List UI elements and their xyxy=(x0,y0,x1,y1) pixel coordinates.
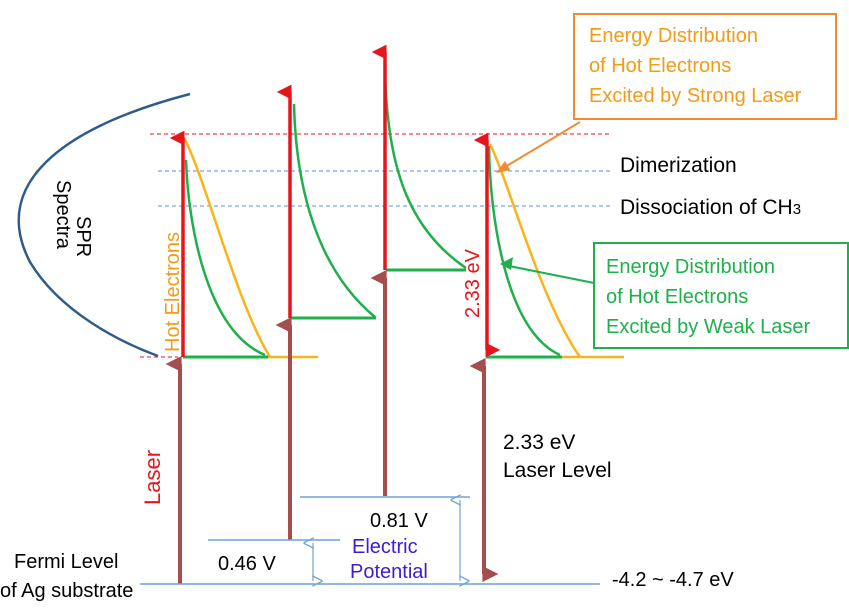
spectra-label: Spectra xyxy=(52,180,74,250)
weak-callout-line-3: Excited by Weak Laser xyxy=(606,316,811,338)
potential-081-label: 0.81 V xyxy=(370,510,428,532)
work-function-label: -4.2 ~ -4.7 eV xyxy=(612,569,734,591)
ag-substrate-label: of Ag substrate xyxy=(0,580,134,602)
dimerization-label: Dimerization xyxy=(620,154,737,177)
laser-level-label: Laser Level xyxy=(503,459,612,482)
weak-distribution-curve-2 xyxy=(292,103,376,318)
dissociation-label: Dissociation of CH3 xyxy=(620,196,801,220)
strong-laser-callout: Energy Distribution of Hot Electrons Exc… xyxy=(573,13,837,120)
strong-callout-leader-head xyxy=(496,161,510,173)
strong-callout-leader xyxy=(499,121,581,171)
potential-label: Potential xyxy=(350,561,428,583)
dissociation-text: Dissociation of CH xyxy=(620,196,793,219)
weak-callout-line-1: Energy Distribution xyxy=(606,256,775,278)
weak-distribution-curve-3 xyxy=(383,69,467,270)
spr-spectra-curve xyxy=(17,92,191,358)
weak-laser-callout: Energy Distribution of Hot Electrons Exc… xyxy=(593,242,849,349)
potential-046-label: 0.46 V xyxy=(218,553,276,575)
weak-distribution-curve-1 xyxy=(184,159,266,357)
spr-label: SPR xyxy=(72,216,94,257)
energy-233-ev-label: 2.33 eV xyxy=(462,248,484,318)
hot-electrons-label: Hot Electrons xyxy=(162,232,184,352)
weak-callout-leader xyxy=(503,264,595,284)
strong-callout-line-3: Excited by Strong Laser xyxy=(589,85,802,107)
strong-distribution-curve-2 xyxy=(488,143,582,358)
strong-callout-line-2: of Hot Electrons xyxy=(589,55,732,77)
electric-label: Electric xyxy=(352,536,418,558)
weak-callout-leader-head xyxy=(500,257,513,270)
weak-callout-line-2: of Hot Electrons xyxy=(606,286,749,308)
strong-distribution-curve-1 xyxy=(181,135,272,358)
dissociation-subscript: 3 xyxy=(792,201,802,218)
weak-distribution-curve-4 xyxy=(487,145,561,357)
strong-callout-line-1: Energy Distribution xyxy=(589,25,758,47)
laser-level-value: 2.33 eV xyxy=(503,431,576,454)
laser-label: Laser xyxy=(140,450,165,505)
fermi-level-label: Fermi Level xyxy=(14,551,119,573)
